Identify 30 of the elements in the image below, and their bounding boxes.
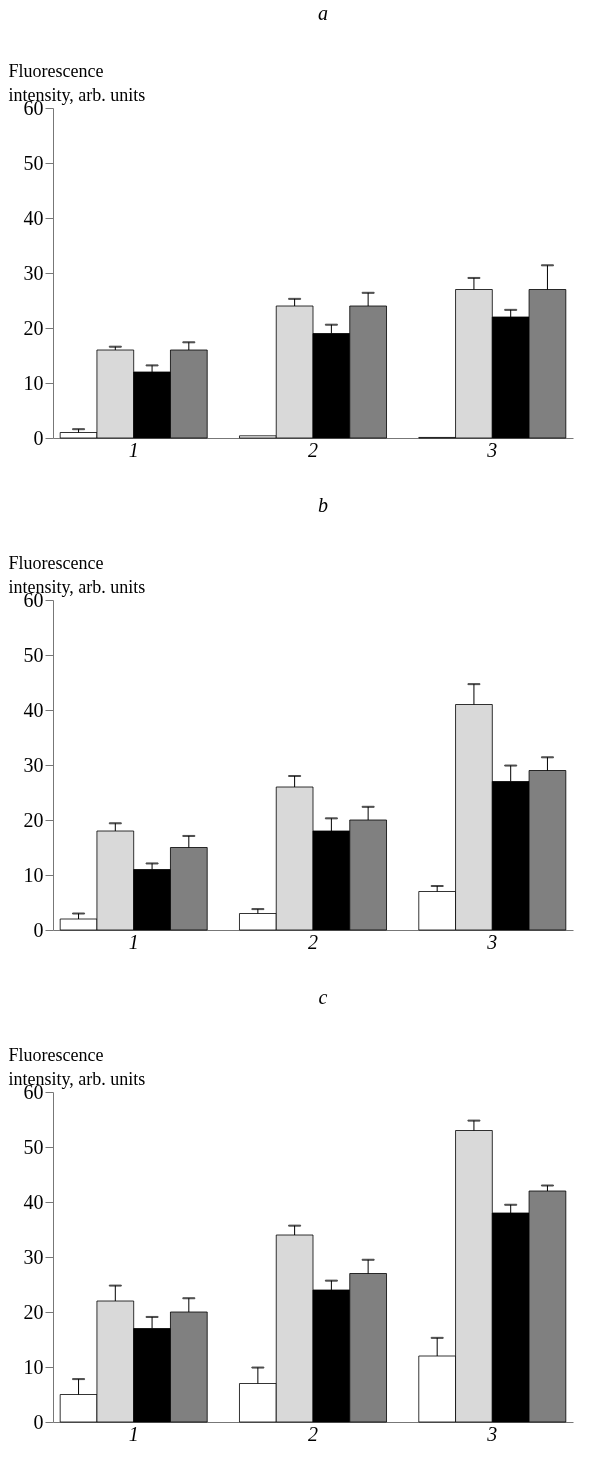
y-tick-label: 0 xyxy=(33,426,44,449)
y-tick-label: 40 xyxy=(23,698,44,721)
chart-title: b xyxy=(318,494,328,516)
x-tick-label: 3 xyxy=(486,930,498,953)
y-tick-label: 30 xyxy=(23,1245,44,1268)
y-tick-label: 40 xyxy=(23,206,44,229)
y-tick-label: 20 xyxy=(23,1300,44,1323)
chart-title: a xyxy=(318,2,328,24)
y-tick-label: 40 xyxy=(23,1190,44,1213)
y-tick-label: 50 xyxy=(23,1135,44,1158)
y-tick-label: 50 xyxy=(23,151,44,174)
x-tick-label: 2 xyxy=(308,1422,318,1445)
y-tick-label: 10 xyxy=(23,371,44,394)
chart-title: c xyxy=(318,986,328,1008)
y-tick-label: 10 xyxy=(23,1355,44,1378)
y-tick-label: 30 xyxy=(23,261,44,284)
y-tick-label: 50 xyxy=(23,643,44,666)
y-tick-label: 10 xyxy=(23,863,44,886)
x-tick-label: 1 xyxy=(128,930,139,953)
y-tick-label: 30 xyxy=(23,753,44,776)
x-tick-label: 2 xyxy=(308,438,318,461)
x-tick-label: 3 xyxy=(486,438,498,461)
x-tick-label: 2 xyxy=(308,930,318,953)
y-tick-label: 20 xyxy=(23,316,44,339)
x-tick-label: 1 xyxy=(128,1422,139,1445)
y-tick-label: 0 xyxy=(33,918,44,941)
x-tick-label: 1 xyxy=(128,438,139,461)
x-tick-label: 3 xyxy=(486,1422,498,1445)
y-tick-label: 20 xyxy=(23,808,44,831)
y-tick-label: 0 xyxy=(33,1410,44,1433)
